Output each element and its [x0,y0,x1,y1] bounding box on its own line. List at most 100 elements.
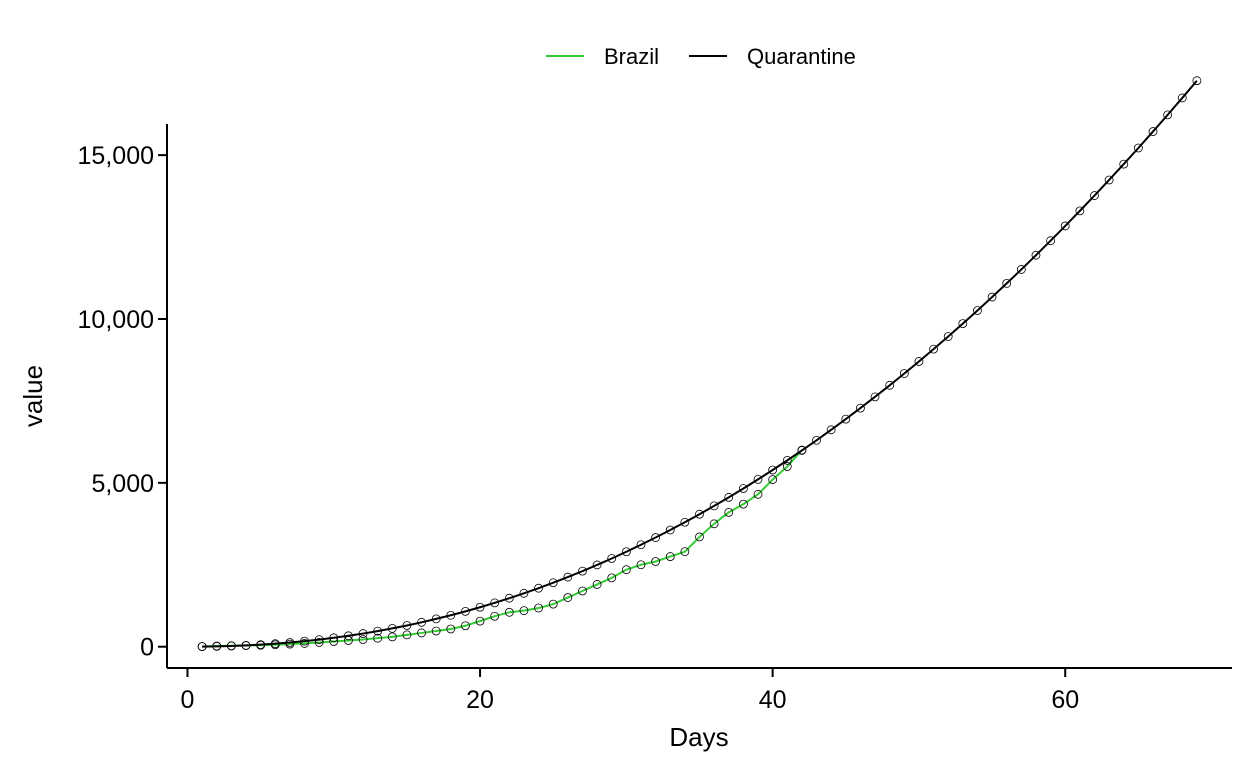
data-point-brazil [314,638,324,647]
data-point-brazil [519,606,529,616]
x-tick-label: 60 [1051,686,1079,714]
data-point-quarantine [1148,127,1158,136]
data-point-quarantine [885,380,895,390]
data-point-quarantine [899,369,909,378]
data-point-quarantine [709,501,719,511]
data-point-brazil [504,607,514,617]
data-point-brazil [768,475,778,484]
data-point-quarantine [343,631,353,641]
data-point-quarantine [197,642,207,651]
data-point-brazil [651,557,661,566]
data-point-quarantine [973,306,982,315]
data-point-brazil [300,639,309,648]
data-point-quarantine [1046,236,1055,246]
data-point-quarantine [958,319,968,329]
data-point-quarantine [504,593,514,603]
data-point-brazil [490,611,500,621]
data-point-quarantine [782,455,792,465]
data-point-quarantine [534,583,543,593]
data-point-quarantine [329,633,339,643]
x-tick-label: 20 [466,686,494,714]
y-tick-label: 5,000 [91,470,154,498]
x-axis-title: Days [669,722,728,752]
data-point-quarantine [768,465,778,475]
x-axis-ticks: 0 20 40 60 [181,668,1079,714]
data-point-quarantine [621,547,631,557]
data-point-quarantine [285,638,295,647]
data-point-quarantine [797,446,807,455]
data-point-quarantine [270,639,280,649]
plot-area [197,76,1202,651]
series-line-brazil [202,449,803,648]
data-point-quarantine [563,572,573,582]
data-point-quarantine [241,640,251,650]
data-point-brazil [446,624,456,634]
y-axis-ticks: 0 5,000 10,000 15,000 [78,142,167,662]
data-point-quarantine [826,425,836,435]
data-point-quarantine [212,641,222,651]
data-point-quarantine [1192,76,1202,86]
data-point-brazil [738,499,748,509]
data-point-brazil [343,636,353,645]
data-point-brazil [329,637,339,646]
data-point-brazil [475,616,485,626]
data-point-quarantine [841,414,851,424]
y-axis-title: value [18,365,48,427]
data-point-quarantine [1104,175,1114,185]
data-point-quarantine [548,578,558,588]
y-tick-label: 15,000 [78,142,154,170]
data-point-quarantine [1177,93,1187,103]
data-point-brazil [534,603,543,613]
y-tick-label: 10,000 [78,306,154,334]
data-point-brazil [387,632,397,642]
data-point-brazil [621,565,631,575]
data-point-quarantine [519,588,529,598]
data-point-quarantine [870,392,880,402]
data-point-quarantine [1002,278,1012,288]
data-point-quarantine [607,554,617,563]
data-point-quarantine [314,635,324,644]
data-point-brazil [548,599,558,609]
data-point-quarantine [417,617,426,627]
data-point-quarantine [738,484,748,493]
data-point-brazil [709,519,719,529]
data-point-quarantine [1163,110,1173,120]
data-point-quarantine [695,509,704,519]
data-point-brazil [782,462,792,471]
data-point-brazil [592,580,602,589]
data-point-brazil [417,628,426,638]
legend: Brazil Quarantine [546,44,856,69]
data-point-brazil [753,489,763,499]
y-tick-label: 0 [140,634,154,662]
data-point-quarantine [461,606,470,616]
data-point-brazil [563,593,573,602]
data-point-quarantine [490,598,500,608]
data-point-brazil [578,586,587,596]
legend-label-quarantine: Quarantine [747,44,856,69]
data-point-brazil [373,633,383,643]
data-point-quarantine [636,540,646,550]
data-point-brazil [402,630,412,640]
data-point-brazil [636,560,646,570]
data-point-brazil [724,507,734,517]
data-point-quarantine [373,626,383,636]
data-point-quarantine [680,517,690,527]
data-point-quarantine [856,403,865,413]
data-point-quarantine [578,566,587,576]
data-point-brazil [607,573,617,583]
data-point-quarantine [358,629,368,638]
data-point-quarantine [943,332,953,341]
data-point-quarantine [475,602,485,612]
data-point-quarantine [651,533,661,542]
data-point-quarantine [1133,143,1143,153]
data-point-quarantine [1119,159,1129,169]
data-point-quarantine [724,492,734,502]
data-point-quarantine [665,525,675,535]
data-point-brazil [665,552,675,561]
legend-label-brazil: Brazil [604,44,659,69]
data-point-quarantine [592,560,602,570]
data-point-brazil [680,547,690,557]
data-point-quarantine [387,624,397,633]
